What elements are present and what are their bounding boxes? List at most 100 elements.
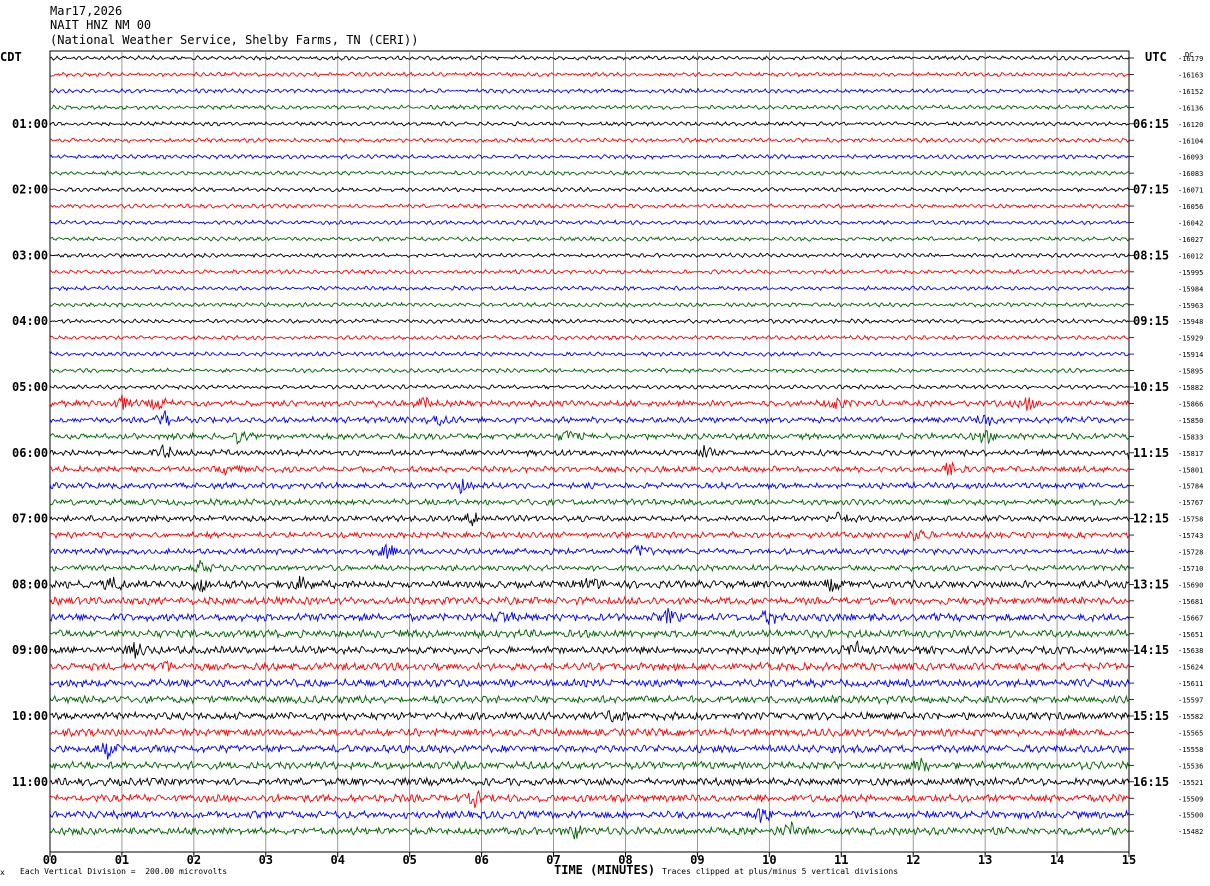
left-hour-label: 04:00 [12,314,48,328]
trace-red [49,595,1130,607]
trace-blue [49,87,1130,94]
trace-black [49,443,1130,461]
x-tick-label: 13 [978,853,992,867]
left-hour-label: 02:00 [12,183,48,197]
trace-green [49,757,1130,772]
x-tick-label: 07 [546,853,560,867]
dc-offset-label: -15611 [1178,680,1203,688]
dc-offset-label: -15784 [1178,483,1203,491]
left-hour-label: 11:00 [12,775,48,789]
x-tick-label: 12 [906,853,920,867]
dc-offset-label: -15582 [1178,713,1203,721]
scale-note: Each Vertical Division = 200.00 microvol… [20,867,228,876]
dc-offset-label: -15558 [1178,746,1203,754]
dc-offset-label: -15882 [1178,384,1203,392]
x-tick-label: 05 [402,853,416,867]
x-tick-label: 04 [331,853,345,867]
right-hour-label: 10:15 [1133,380,1169,394]
trace-red [49,71,1129,78]
right-hour-label: 13:15 [1133,577,1169,591]
trace-red [49,727,1130,738]
right-hour-label: 06:15 [1133,117,1169,131]
trace-blue [49,478,1130,495]
x-tick-label: 15 [1122,853,1136,867]
dc-offset-label: -15866 [1178,400,1203,408]
dc-offset-label: -16136 [1178,104,1203,112]
x-tick-label: 03 [259,853,273,867]
right-hour-label: 16:15 [1133,775,1169,789]
trace-black [49,710,1130,723]
trace-blue [49,410,1129,427]
dc-offset-label: -15817 [1178,450,1203,458]
trace-red [49,660,1130,673]
trace-blue [49,543,1130,559]
left-hour-label: 01:00 [12,117,48,131]
x-tick-label: 02 [187,853,201,867]
dc-offset-label: -16083 [1178,170,1203,178]
left-hour-label: 10:00 [12,709,48,723]
trace-black [49,384,1130,391]
trace-blue [49,153,1130,160]
dc-offset-label: -15929 [1178,335,1203,343]
left-hour-label: 05:00 [12,380,48,394]
trace-green [49,367,1130,374]
trace-black [49,54,1130,61]
dc-offset-label: -15681 [1178,598,1203,606]
dc-offset-label: -15833 [1178,433,1203,441]
trace-red [49,202,1130,210]
dc-offset-label: -15728 [1178,549,1203,557]
trace-green [49,301,1130,308]
dc-offset-label: -15521 [1178,779,1203,787]
x-tick-label: 14 [1050,853,1064,867]
trace-blue [49,607,1130,625]
dc-offset-label: -15850 [1178,417,1203,425]
dc-offset-label: -16104 [1178,137,1203,145]
dc-offset-label: -16071 [1178,187,1203,195]
data-source: (National Weather Service, Shelby Farms,… [50,33,419,47]
left-hour-label: 03:00 [12,248,48,262]
dc-offset-label: -15743 [1178,532,1203,540]
right-hour-label: 08:15 [1133,248,1169,262]
trace-black [50,575,1130,593]
trace-green [49,497,1129,507]
right-hour-label: 09:15 [1133,314,1169,328]
x-tick-label: 00 [43,853,57,867]
dc-offset-label: -15651 [1178,631,1203,639]
dc-offset-label: -15482 [1178,828,1203,836]
trace-black [50,318,1130,325]
dc-offset-label: -16056 [1178,203,1203,211]
dc-offset-label: -15995 [1178,269,1203,277]
dc-offset-label: -16120 [1178,121,1203,129]
dc-offset-label: -15710 [1178,565,1203,573]
right-hour-label: 15:15 [1133,709,1169,723]
trace-green [49,235,1130,242]
x-tick-label: 11 [834,853,848,867]
x-axis-title: TIME (MINUTES) [554,863,656,877]
dc-offset-label: -15984 [1178,285,1203,293]
dc-offset-label: -16179 [1178,55,1203,63]
left-hour-label: 06:00 [12,446,48,460]
plot-frame [49,50,1130,853]
dc-offset-label: -15801 [1178,466,1203,474]
trace-green [49,694,1130,706]
x-tick-label: 06 [474,853,488,867]
dc-offset-label: -15758 [1178,516,1203,524]
trace-red [49,529,1130,541]
trace-blue [49,742,1130,760]
dc-title: DC [1185,51,1193,59]
dc-offset-label: -15509 [1178,795,1203,803]
trace-green [49,560,1130,574]
dc-offset-label: -15500 [1178,812,1203,820]
dc-offset-label: -15895 [1178,368,1203,376]
x-tick-label: 08 [618,853,632,867]
trace-black [49,639,1129,659]
trace-blue [49,285,1130,292]
dc-offset-label: -16027 [1178,236,1203,244]
clip-note: Traces clipped at plus/minus 5 vertical … [662,867,899,876]
dc-offset-label: -15597 [1178,697,1203,705]
dc-offset-label: -15767 [1178,499,1203,507]
left-timezone-label: CDT [0,50,22,64]
left-hour-label: 08:00 [12,577,48,591]
dc-offset-label: -15624 [1178,664,1203,672]
